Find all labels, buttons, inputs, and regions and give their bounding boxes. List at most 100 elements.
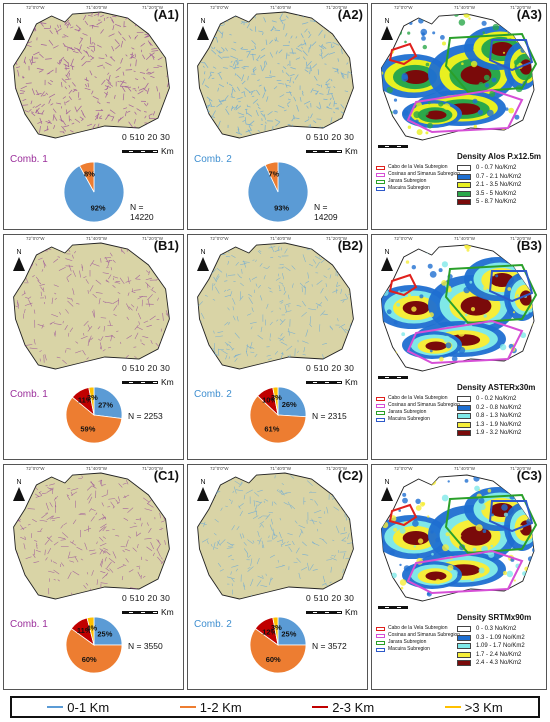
subregion-swatch: [376, 172, 385, 177]
coord-label-top: 72°0'0"W: [210, 236, 229, 241]
scale-segment: [140, 381, 146, 384]
north-arrow-icon: N: [12, 249, 26, 271]
north-letter: N: [200, 249, 206, 256]
coord-label-top: 71°40'0"W: [86, 236, 108, 241]
scale-segment: [378, 376, 384, 379]
distance-pie-chart: 25% 60% 12%3%: [249, 616, 307, 674]
coord-label-top: 71°40'0"W: [86, 466, 108, 471]
pie-slice-label: 27%: [98, 400, 113, 409]
coord-label-top: 72°0'0"W: [26, 5, 45, 10]
coord-label-top: 71°20'0"W: [510, 466, 532, 471]
panel-label: (C1): [153, 468, 179, 483]
subregion-legend-item: Macuira Subregion: [376, 185, 460, 192]
sample-count: N = 14209: [314, 202, 338, 222]
subregion-outline: [388, 273, 418, 297]
panel-label: (C2): [337, 468, 363, 483]
legend-item-gt3: >3 Km: [444, 700, 503, 715]
north-arrow-shape: [381, 257, 393, 271]
scale-segment: [330, 381, 336, 384]
pie-slice-label: 3%: [271, 623, 282, 632]
north-letter: N: [384, 18, 390, 25]
sample-count: N = 2253: [128, 411, 163, 421]
density-range-label: 0 - 0.7 No/Km2: [476, 165, 517, 172]
subregion-legend-item: Jarara Subregion: [376, 178, 460, 185]
scale-segment: [312, 611, 318, 614]
pie-slice-label: 25%: [97, 630, 112, 639]
scale-segment: [152, 611, 158, 614]
coord-label-top: 71°20'0"W: [142, 236, 164, 241]
scale-segment: [134, 381, 140, 384]
density-swatch: [457, 634, 471, 641]
scale-segment: [318, 381, 324, 384]
scale-segment: [384, 376, 390, 379]
subregion-outline: [444, 263, 538, 325]
density-legend: Density ASTERx30m 0 - 0.2 No/Km2 0.2 - 0.8…: [457, 383, 535, 438]
scale-segment: [128, 611, 134, 614]
coord-label-top: 71°20'0"W: [510, 5, 532, 10]
coord-label-top: 71°40'0"W: [454, 236, 476, 241]
coord-label-top: 71°20'0"W: [142, 5, 164, 10]
density-swatch: [457, 413, 471, 420]
panel-label: (B2): [337, 238, 363, 253]
scale-segment: [140, 611, 146, 614]
combination-label: Comb. 1: [10, 154, 48, 165]
density-map: [380, 474, 538, 602]
density-legend-title: Density SRTMx90m: [457, 613, 532, 622]
north-arrow-shape: [197, 26, 209, 40]
subregion-legend-item: Cabo de la Vela Subregion: [376, 625, 460, 632]
scale-unit: Km: [161, 377, 174, 387]
subregion-label: Macuira Subregion: [388, 646, 430, 652]
pie-slice: [249, 395, 307, 444]
pie-slice: [65, 627, 123, 674]
distance-pie-chart: 27% 59% 11%3%: [65, 386, 123, 444]
pie-slice: [79, 161, 95, 193]
legend-swatch: [47, 706, 64, 708]
subregion-label: Cosinas and Simarua Subregion: [388, 632, 460, 638]
legend-swatch: [444, 706, 461, 708]
density-legend-item: 1.7 - 2.4 No/Km2: [457, 651, 531, 660]
density-swatch: [457, 173, 471, 180]
density-range-label: 0.8 - 1.3 No/Km2: [476, 413, 522, 420]
scale-segment: [378, 145, 384, 148]
density-legend-item: 3.5 - 5 No/Km2: [457, 190, 541, 199]
north-letter: N: [200, 18, 206, 25]
sample-count: N = 14220: [130, 202, 154, 222]
subregion-label: Cosinas and Simarua Subregion: [388, 171, 460, 177]
lineament-map-panel: 72°0'0"W 71°40'0"W 71°20'0"W N (A2) 0 510 20 …: [187, 3, 368, 230]
density-range-label: 0.3 - 1.09 No/Km2: [476, 634, 525, 641]
pie-slice-label: 8%: [84, 170, 95, 179]
scale-segment: [336, 611, 342, 614]
subregion-legend-item: Jarara Subregion: [376, 409, 460, 416]
pie-slice-label: 3%: [87, 393, 98, 402]
pie-slice: [277, 616, 307, 646]
lineament-map: [13, 472, 170, 600]
pie-slice-label: 61%: [264, 425, 279, 434]
lineament-map: [197, 242, 354, 370]
scale-segment: [336, 150, 342, 153]
scale-segment: [324, 611, 330, 614]
pie-slice-label: 11%: [78, 396, 93, 405]
north-arrow-shape: [381, 26, 393, 40]
lineament-map-panel: 72°0'0"W 71°40'0"W 71°20'0"W N (A1) 0 510 20 …: [3, 3, 184, 230]
scale-segment: [330, 611, 336, 614]
scale-bar: 0 510 20 30 Km: [306, 593, 358, 617]
scale-bar-numbers: 0 510 20 30: [306, 593, 355, 603]
subregion-swatch: [376, 396, 385, 401]
scale-segment: [384, 145, 390, 148]
combination-label: Comb. 1: [10, 389, 48, 400]
lineament-map-panel: 72°0'0"W 71°40'0"W 71°20'0"W N (C2) 0 510 20 …: [187, 464, 368, 690]
density-legend: Density Alos P.x12.5m 0 - 0.7 No/Km2 0.7 -…: [457, 152, 541, 207]
scale-segment: [396, 606, 402, 609]
scale-segment: [140, 150, 146, 153]
scale-segment: [122, 150, 128, 153]
north-arrow-shape: [13, 26, 25, 40]
north-arrow-shape: [197, 257, 209, 271]
sample-count: N = 3550: [128, 641, 163, 651]
scale-unit: Km: [345, 146, 358, 156]
subregion-label: Cabo de la Vela Subregion: [388, 625, 448, 631]
density-legend-title: Density ASTERx30m: [457, 383, 536, 392]
density-swatch: [457, 165, 471, 172]
pie-slice-label: 60%: [82, 655, 97, 664]
pie-slice-label: 59%: [80, 425, 95, 434]
subregion-outline: [406, 319, 524, 365]
